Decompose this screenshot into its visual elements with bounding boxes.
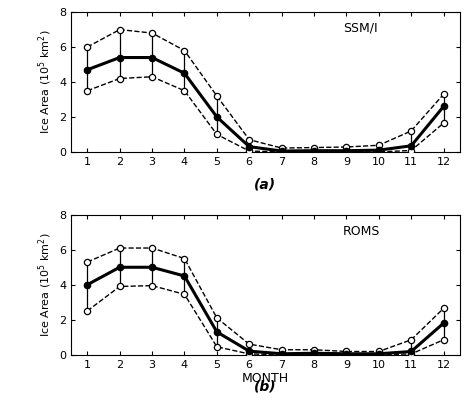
Text: SSM/I: SSM/I (343, 22, 378, 35)
Text: ROMS: ROMS (343, 224, 381, 238)
Text: (a): (a) (255, 177, 276, 191)
X-axis label: MONTH: MONTH (242, 372, 289, 385)
Y-axis label: Ice Area (10$^5$ km$^2$): Ice Area (10$^5$ km$^2$) (36, 233, 54, 337)
Y-axis label: Ice Area (10$^5$ km$^2$): Ice Area (10$^5$ km$^2$) (36, 30, 54, 134)
Text: (b): (b) (254, 380, 277, 394)
